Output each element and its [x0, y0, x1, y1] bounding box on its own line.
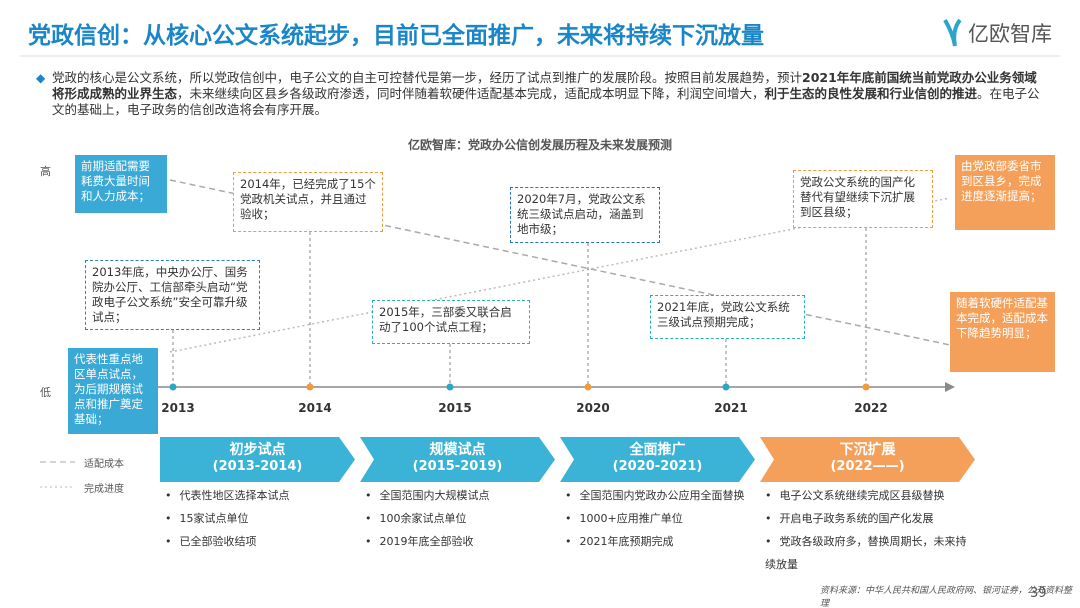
- intro-paragraph: 党政的核心是公文系统，所以党政信创中，电子公文的自主可控替代是第一步，经历了试点…: [52, 70, 1042, 118]
- intro-text: 2021年年底前国统当前党政办公业务领域将形成成熟的业界生态: [52, 70, 1037, 101]
- side-note: 代表性重点地区单点试点，为后期规模试点和推广奠定基础；: [68, 348, 158, 434]
- intro-text: ，未来继续向区县乡各级政府渗透，同时伴随着软硬件适配基本完成，适配成本明显下降，…: [177, 86, 765, 101]
- milestone-note: 2020年7月，党政公文系统三级试点启动，涵盖到地市级；: [510, 187, 660, 243]
- phase-items: 全国范围内大规模试点100余家试点单位2019年底全部验收: [365, 484, 555, 553]
- phase-arrow: [760, 437, 975, 482]
- phase-item: 2021年底预期完成: [565, 530, 755, 553]
- phase-item: 2019年底全部验收: [365, 530, 555, 553]
- phase-period: (2013-2014): [212, 459, 303, 474]
- phase-arrow: [360, 437, 555, 482]
- phase-item: 已全部验收结项: [165, 530, 355, 553]
- year-label: 2015: [438, 401, 472, 415]
- intro-text: 党政的核心是公文系统，所以党政信创中，电子公文的自主可控替代是第一步，经历了试点…: [52, 70, 803, 85]
- phase-item: 1000+应用推广单位: [565, 507, 755, 530]
- year-label: 2014: [298, 401, 332, 415]
- phase-item: 电子公文系统继续完成区县级替换: [765, 484, 975, 507]
- phase-title: 下沉扩展: [839, 442, 896, 458]
- phase-item: 党政各级政府多，替换周期长，未来持续放量: [765, 530, 975, 576]
- year-dot: [306, 383, 314, 391]
- phase-items: 电子公文系统继续完成区县级替换开启电子政务系统的国产化发展党政各级政府多，替换周…: [765, 484, 975, 576]
- phase-title: 规模试点: [429, 442, 486, 458]
- year-label: 2022: [854, 401, 888, 415]
- side-note: 由党政部委省市到区县乡，完成进度逐渐提高；: [955, 155, 1055, 230]
- bullet-icon: ◆: [36, 71, 46, 85]
- year-label: 2013: [161, 401, 195, 415]
- title: 党政信创：从核心公文系统起步，目前已全面推广，未来将持续下沉放量: [28, 23, 764, 49]
- phase-arrow: [560, 437, 755, 482]
- milestone-note: 2014年，已经完成了15个党政机关试点，并且通过验收；: [233, 172, 383, 232]
- logo: 亿欧智库: [968, 22, 1052, 46]
- phase-period: (2022——): [830, 459, 905, 474]
- phase-period: (2020-2021): [612, 459, 703, 474]
- diagram-title: 亿欧智库：党政办公信创发展历程及未来发展预测: [407, 138, 672, 152]
- phase-title: 初步试点: [229, 442, 286, 458]
- legend-label: 完成进度: [84, 484, 124, 495]
- phase-arrow: [160, 437, 355, 482]
- year-label: 2021: [714, 401, 748, 415]
- milestone-note: 2015年，三部委又联合启动了100个试点工程；: [372, 300, 530, 344]
- phase-item: 全国范围内党政办公应用全面替换: [565, 484, 755, 507]
- intro-text: 。在电子公文的基础上，电子政务的信创改造将会有序开展。: [52, 86, 1040, 117]
- year-dot: [169, 383, 177, 391]
- phase-period: (2015-2019): [412, 459, 503, 474]
- phase-item: 代表性地区选择本试点: [165, 484, 355, 507]
- legend-label: 适配成本: [84, 459, 124, 470]
- year-dot: [862, 383, 870, 391]
- phase-items: 全国范围内党政办公应用全面替换1000+应用推广单位2021年底预期完成: [565, 484, 755, 553]
- year-label: 2020: [576, 401, 610, 415]
- milestone-note: 党政公文系统的国产化替代有望继续下沉扩展到区县级；: [793, 170, 933, 228]
- side-note: 前期适配需要耗费大量时间和人力成本；: [75, 155, 167, 213]
- axis-low: 低: [40, 386, 51, 399]
- milestone-note: 2021年底，党政公文系统三级试点预期完成；: [650, 295, 805, 339]
- phase-item: 开启电子政务系统的国产化发展: [765, 507, 975, 530]
- intro-text: 利于生态的良性发展和行业信创的推进: [764, 86, 978, 101]
- source: 资料来源：中华人民共和国人民政府网、银河证券，公开资料整理: [820, 586, 1073, 608]
- year-dot: [584, 383, 592, 391]
- year-dot: [446, 383, 454, 391]
- phase-item: 15家试点单位: [165, 507, 355, 530]
- phase-title: 全面推广: [629, 442, 686, 458]
- axis-high: 高: [40, 165, 51, 178]
- phase-item: 全国范围内大规模试点: [365, 484, 555, 507]
- phase-item: 100余家试点单位: [365, 507, 555, 530]
- milestone-note: 2013年底，中央办公厅、国务院办公厅、工信部牵头启动“党政电子公文系统”安全可…: [85, 260, 260, 330]
- side-note: 随着软硬件适配基本完成，适配成本下降趋势明显；: [950, 292, 1055, 372]
- page-number: 39: [1030, 586, 1047, 601]
- phase-items: 代表性地区选择本试点15家试点单位已全部验收结项: [165, 484, 355, 553]
- year-dot: [722, 383, 730, 391]
